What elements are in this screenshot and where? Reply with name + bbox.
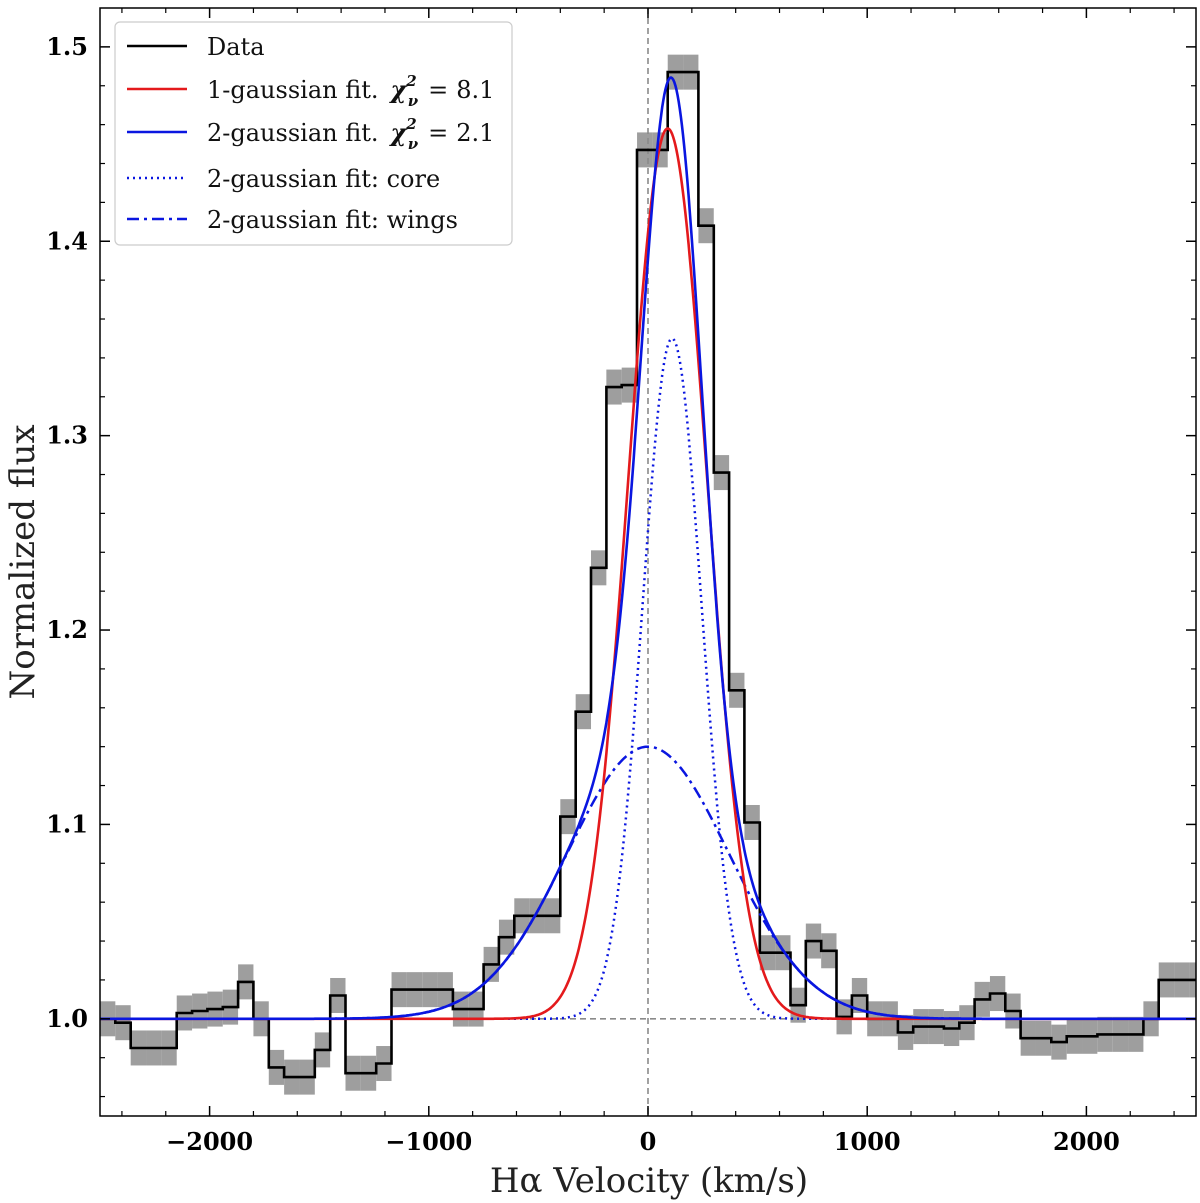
y-tick-label: 1.5 xyxy=(46,32,88,61)
y-axis-label: Normalized flux xyxy=(3,424,43,699)
legend-equals: = xyxy=(428,76,448,104)
legend-label-core: 2-gaussian fit: core xyxy=(207,165,440,193)
x-tick-label: 2000 xyxy=(1053,1127,1120,1156)
axis-ticks: −2000 −1000 0 1000 2000 1.0 1.1 1.2 1.3 1.4 1.5 xyxy=(46,8,1196,1156)
legend-label-wings: 2-gaussian fit: wings xyxy=(207,206,458,234)
x-tick-label: −2000 xyxy=(166,1127,253,1156)
legend-two-gauss-name: 2-gaussian fit. xyxy=(207,119,379,147)
plot-area xyxy=(100,8,1196,1116)
legend-box xyxy=(114,21,513,246)
legend-equals: = xyxy=(428,119,448,147)
legend-label-one-gauss: 1-gaussian fit. χ2 ν = 8.1 xyxy=(207,72,494,110)
y-tick-label: 1.0 xyxy=(46,1004,88,1033)
x-tick-label: 1000 xyxy=(834,1127,901,1156)
legend-chi-symbol: χ xyxy=(389,118,408,147)
legend-chi-symbol: χ xyxy=(389,75,408,104)
x-axis-label: Hα Velocity (km/s) xyxy=(490,1161,808,1201)
legend-chi-sub: ν xyxy=(408,92,419,110)
legend-one-gauss-name: 1-gaussian fit. xyxy=(207,76,379,104)
series-two-gauss-fit xyxy=(100,76,1196,1021)
y-tick-label: 1.2 xyxy=(46,615,88,644)
data-step-line xyxy=(100,70,1196,1079)
legend: Data 1-gaussian fit. χ2 ν = 8.1 2-gaussian f… xyxy=(114,21,513,246)
x-tick-label: −1000 xyxy=(385,1127,472,1156)
x-tick-label: 0 xyxy=(640,1127,657,1156)
y-tick-label: 1.1 xyxy=(46,809,88,838)
legend-label-two-gauss: 2-gaussian fit. χ2 ν = 2.1 xyxy=(207,115,494,153)
legend-label-data: Data xyxy=(207,33,265,61)
y-tick-label: 1.3 xyxy=(46,421,88,450)
legend-chi-value-two: 2.1 xyxy=(456,119,494,147)
legend-chi-value-one: 8.1 xyxy=(456,76,494,104)
legend-chi-sup: 2 xyxy=(405,72,416,90)
y-tick-label: 1.4 xyxy=(46,226,88,255)
legend-chi-sup: 2 xyxy=(405,115,416,133)
legend-chi-sub: ν xyxy=(408,135,419,153)
